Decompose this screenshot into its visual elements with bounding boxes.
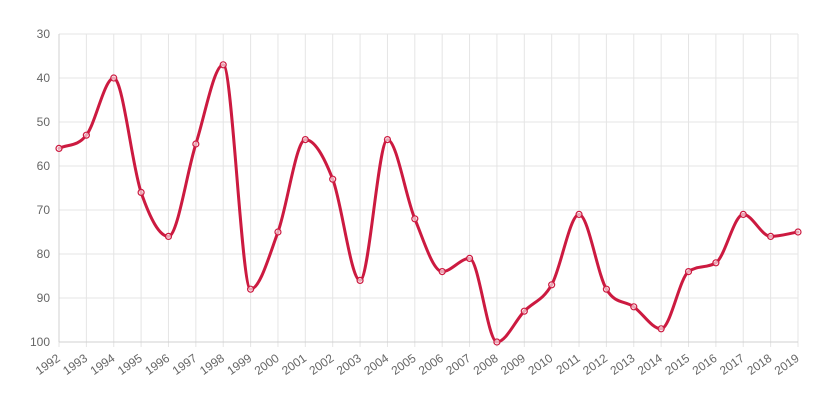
grid: [58, 33, 799, 347]
data-point[interactable]: [438, 268, 446, 276]
x-tick-label: 2012: [580, 351, 610, 378]
x-tick-label: 2013: [608, 351, 638, 378]
data-points: [55, 61, 802, 346]
x-tick-label: 1997: [170, 351, 200, 378]
x-tick-label: 2006: [416, 351, 446, 378]
data-point[interactable]: [301, 136, 309, 144]
data-point[interactable]: [192, 140, 200, 148]
x-tick-label: 2007: [443, 351, 473, 378]
x-tick-label: 2017: [717, 351, 747, 378]
data-point[interactable]: [794, 228, 802, 236]
y-tick-label: 50: [37, 115, 51, 129]
data-point[interactable]: [493, 338, 501, 346]
data-point[interactable]: [219, 61, 227, 69]
x-tick-label: 2000: [252, 351, 282, 378]
x-tick-label: 2008: [471, 351, 501, 378]
series-line: [57, 63, 800, 344]
y-tick-label: 80: [37, 247, 51, 261]
y-tick-label: 70: [37, 203, 51, 217]
x-tick-label: 2005: [389, 351, 419, 378]
data-point[interactable]: [602, 285, 611, 293]
data-point[interactable]: [164, 232, 173, 240]
x-tick-label: 2010: [525, 351, 555, 378]
x-tick-label: 1999: [224, 351, 254, 378]
data-point[interactable]: [548, 281, 556, 289]
x-tick-label: 2001: [279, 351, 309, 378]
data-point[interactable]: [767, 232, 775, 240]
x-tick-label: 2019: [772, 351, 802, 378]
data-point[interactable]: [411, 215, 419, 223]
data-point[interactable]: [82, 131, 90, 139]
x-tick-label: 2002: [307, 351, 337, 378]
data-point[interactable]: [137, 188, 145, 196]
y-tick-label: 40: [37, 71, 51, 85]
data-point[interactable]: [739, 210, 747, 218]
x-tick-label: 1993: [60, 351, 90, 378]
y-tick-label: 60: [37, 159, 51, 173]
y-tick-label: 90: [37, 291, 51, 305]
x-tick-label: 2011: [554, 351, 583, 377]
x-tick-label: 2014: [635, 351, 665, 378]
x-tick-label: 1994: [88, 351, 118, 378]
x-tick-label: 1992: [33, 351, 63, 378]
y-tick-label: 100: [30, 335, 50, 349]
data-point[interactable]: [465, 254, 474, 262]
data-point[interactable]: [630, 303, 638, 311]
x-tick-label: 2003: [334, 351, 364, 378]
x-tick-label: 1998: [197, 351, 227, 378]
x-tick-label: 2009: [498, 351, 528, 378]
data-point[interactable]: [274, 228, 282, 236]
data-point[interactable]: [383, 136, 392, 144]
x-tick-label: 1996: [142, 351, 172, 378]
x-tick-label: 2016: [690, 351, 720, 378]
x-tick-label: 1995: [115, 351, 145, 378]
data-point[interactable]: [356, 276, 364, 284]
x-tick-label: 2018: [744, 351, 774, 378]
x-tick-label: 2004: [361, 351, 391, 378]
data-point[interactable]: [684, 268, 693, 276]
y-tick-label: 30: [37, 27, 51, 41]
data-point[interactable]: [575, 210, 583, 218]
data-point[interactable]: [246, 285, 255, 293]
data-point[interactable]: [657, 325, 665, 333]
series: [57, 63, 800, 344]
x-tick-label: 2015: [662, 351, 692, 378]
data-point[interactable]: [55, 144, 63, 152]
data-point[interactable]: [520, 307, 528, 315]
data-point[interactable]: [712, 259, 720, 267]
data-point[interactable]: [329, 175, 337, 183]
data-point[interactable]: [110, 74, 118, 82]
